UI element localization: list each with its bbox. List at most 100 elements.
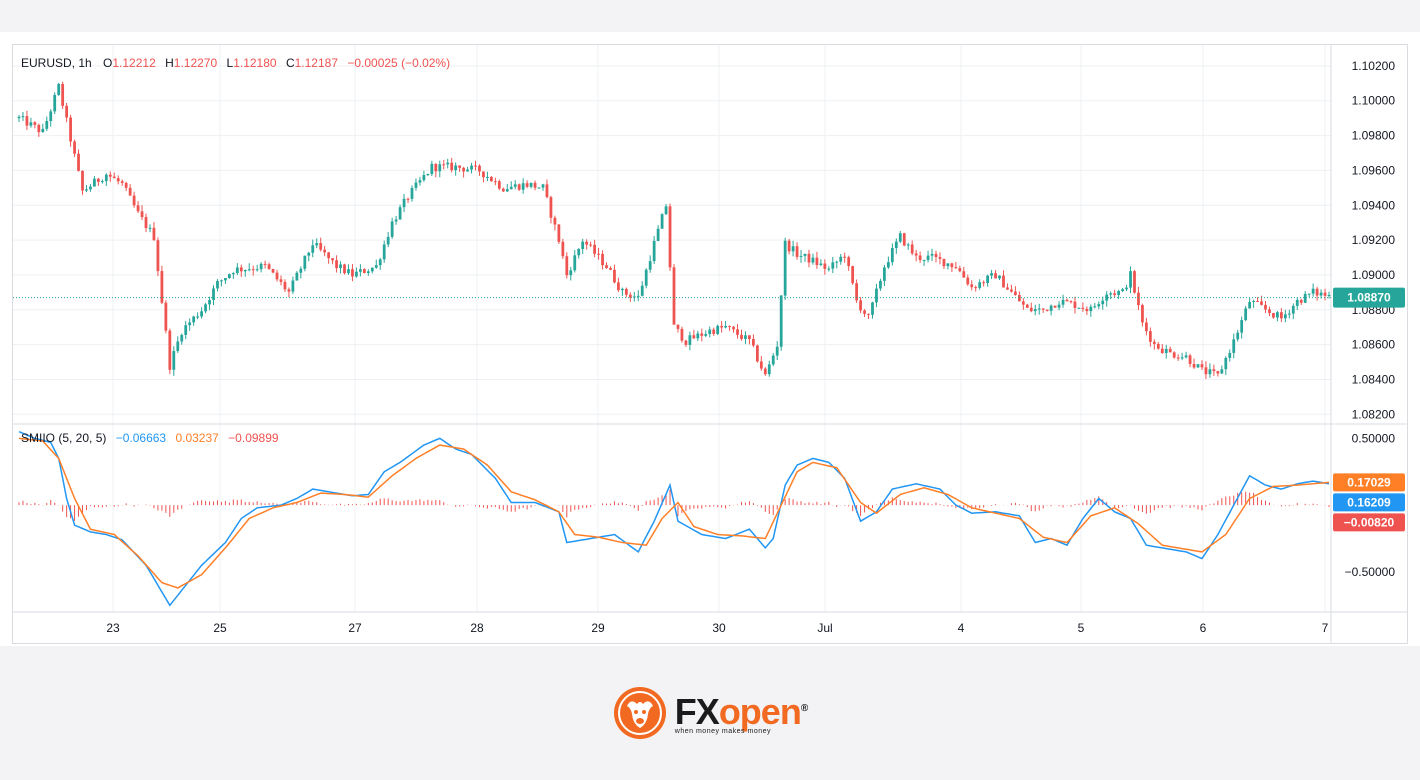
fxopen-logo[interactable]: FXopen® when money makes money bbox=[613, 686, 808, 740]
candle-body bbox=[958, 268, 962, 272]
candle-body bbox=[247, 269, 251, 271]
candle-body bbox=[906, 244, 910, 246]
candle-body bbox=[791, 246, 795, 252]
candle-body bbox=[597, 253, 600, 255]
candle-body bbox=[65, 105, 69, 118]
candle-body bbox=[1299, 299, 1303, 303]
candle-body bbox=[1172, 352, 1176, 358]
candle-body bbox=[414, 182, 418, 188]
candle-body bbox=[69, 117, 72, 142]
candle-body bbox=[331, 258, 334, 261]
candle-body bbox=[271, 268, 275, 273]
candle-body bbox=[124, 182, 128, 188]
candle-body bbox=[1216, 371, 1220, 374]
candle-body bbox=[1061, 299, 1065, 305]
candle-body bbox=[843, 256, 847, 258]
candle-body bbox=[863, 310, 866, 314]
candle-body bbox=[994, 273, 997, 279]
candle-body bbox=[184, 325, 188, 335]
candle-body bbox=[470, 165, 473, 170]
candle-body bbox=[867, 313, 870, 315]
price-tick-label: 1.08200 bbox=[1352, 407, 1396, 421]
grid bbox=[13, 45, 1331, 612]
candle-body bbox=[61, 84, 65, 106]
candle-body bbox=[748, 335, 751, 340]
candle-body bbox=[1125, 287, 1128, 290]
chart-area[interactable]: 1.10200 1.10000 1.09800 1.09600 1.09400 1.092… bbox=[12, 44, 1408, 644]
high-value: 1.12270 bbox=[174, 56, 218, 70]
candle-body bbox=[172, 351, 176, 370]
time-tick-label: 27 bbox=[348, 621, 362, 635]
candle-body bbox=[85, 189, 88, 191]
candle-body bbox=[1164, 348, 1168, 353]
candle-body bbox=[255, 269, 259, 271]
candle-body bbox=[660, 214, 664, 229]
candle-body bbox=[394, 219, 398, 222]
candle-body bbox=[335, 260, 338, 269]
candle-body bbox=[1176, 357, 1180, 359]
candle-body bbox=[585, 241, 589, 245]
brand-fx: FX bbox=[674, 691, 720, 732]
indicator-pane bbox=[18, 431, 1330, 607]
candle-body bbox=[807, 253, 811, 263]
candle-body bbox=[728, 326, 731, 328]
candle-body bbox=[1133, 271, 1136, 293]
candle-body bbox=[517, 184, 521, 190]
candle-body bbox=[263, 263, 267, 265]
time-tick-label: Jul bbox=[817, 621, 832, 635]
candle-body bbox=[231, 273, 235, 275]
candle-body bbox=[787, 240, 791, 252]
candle-body bbox=[1093, 306, 1097, 308]
candle-body bbox=[89, 186, 92, 190]
candle-body bbox=[434, 163, 438, 172]
candle-body bbox=[478, 165, 481, 172]
candle-body bbox=[890, 248, 894, 263]
candle-body bbox=[755, 345, 759, 362]
candle-body bbox=[668, 206, 672, 268]
price-tick-label: 1.09000 bbox=[1352, 268, 1396, 282]
candle-body bbox=[1029, 307, 1033, 312]
candle-body bbox=[29, 122, 33, 126]
candle-body bbox=[1268, 309, 1271, 314]
candle-body bbox=[553, 217, 557, 225]
candle-body bbox=[537, 187, 541, 189]
candle-body bbox=[1156, 343, 1160, 349]
candle-body bbox=[1180, 357, 1184, 359]
candle-body bbox=[740, 334, 743, 339]
candle-body bbox=[605, 265, 608, 269]
candle-body bbox=[160, 271, 164, 303]
smi-value-tag bbox=[1333, 493, 1405, 512]
candle-body bbox=[1303, 293, 1307, 303]
candle-body bbox=[696, 333, 700, 339]
candle-body bbox=[390, 221, 394, 237]
price-tick-label: 1.09400 bbox=[1352, 198, 1396, 212]
candle-body bbox=[168, 330, 172, 370]
candle-body bbox=[930, 253, 934, 256]
candle-body bbox=[875, 288, 878, 303]
candle-body bbox=[73, 141, 76, 154]
candle-body bbox=[767, 364, 771, 375]
candle-body bbox=[1105, 294, 1109, 301]
candle-body bbox=[1152, 341, 1156, 344]
axes: 1.10200 1.10000 1.09800 1.09600 1.09400 1.092… bbox=[13, 45, 1407, 643]
candle-body bbox=[327, 252, 331, 259]
candle-body bbox=[672, 267, 676, 325]
candle-body bbox=[57, 84, 61, 95]
candle-body bbox=[938, 256, 942, 259]
candle-body bbox=[1252, 300, 1255, 302]
candle-body bbox=[577, 248, 581, 256]
time-tick-label: 6 bbox=[1200, 621, 1207, 635]
candle-body bbox=[108, 174, 112, 177]
time-tick-label: 29 bbox=[591, 621, 605, 635]
candle-body bbox=[1283, 314, 1287, 319]
candle-body bbox=[49, 111, 53, 122]
candle-body bbox=[879, 280, 882, 289]
candle-body bbox=[212, 288, 215, 301]
candle-body bbox=[946, 263, 950, 267]
candle-body bbox=[831, 262, 835, 269]
candle-body bbox=[628, 294, 632, 298]
candle-body bbox=[1101, 300, 1105, 305]
candle-body bbox=[243, 270, 247, 272]
chart-svg[interactable]: 1.10200 1.10000 1.09800 1.09600 1.09400 1.092… bbox=[13, 45, 1407, 643]
candle-body bbox=[81, 170, 84, 191]
